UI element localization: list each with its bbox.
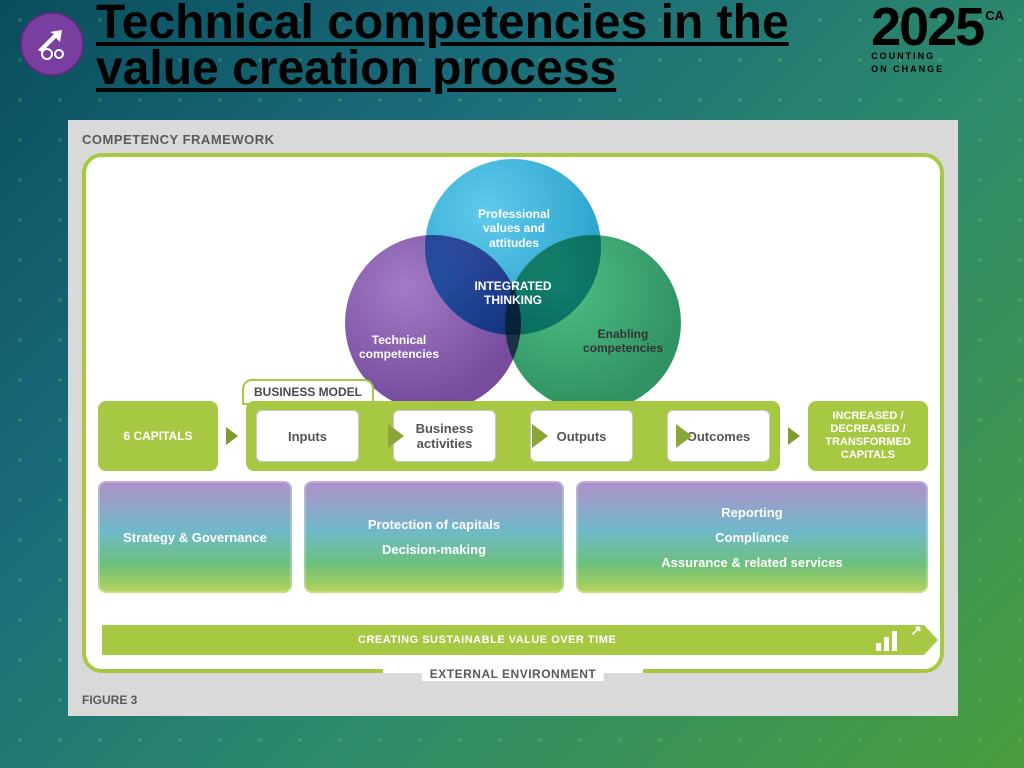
arrow-gears-icon [32, 24, 72, 64]
figure-label: FIGURE 3 [82, 693, 944, 707]
venn-label-enabling: Enabling competencies [573, 327, 673, 356]
venn-label-technical: Technical competencies [349, 333, 449, 362]
transformed-capitals-badge: INCREASED / DECREASED / TRANSFORMED CAPI… [808, 401, 928, 471]
venn-circle-enabling [505, 235, 681, 411]
logo-tag-2: ON CHANGE [871, 64, 1004, 75]
box-line: Strategy & Governance [123, 530, 267, 545]
value-arrow-bar: CREATING SUSTAINABLE VALUE OVER TIME ↗ [102, 625, 924, 655]
box-protection-decision: Protection of capitals Decision-making [304, 481, 564, 593]
arrow-right-icon [388, 424, 404, 448]
bm-box-inputs: Inputs [256, 410, 359, 462]
box-line: Assurance & related services [661, 555, 842, 570]
framework-panel: COMPETENCY FRAMEWORK Professional values… [68, 120, 958, 716]
business-model-track: Inputs Business activities Outputs Outco… [246, 401, 780, 471]
value-bar-text: CREATING SUSTAINABLE VALUE OVER TIME [102, 634, 872, 646]
external-environment-label: EXTERNAL ENVIRONMENT [422, 667, 604, 681]
header: Technical competencies in the value crea… [0, 0, 1024, 100]
bm-box-activities: Business activities [393, 410, 496, 462]
box-line: Protection of capitals [368, 517, 500, 532]
logo-year: 2025 [871, 6, 983, 49]
venn-center-label: INTEGRATED THINKING [463, 279, 563, 307]
page-title: Technical competencies in the value crea… [96, 0, 871, 91]
arrow-right-icon [676, 424, 692, 448]
header-badge-icon [20, 12, 84, 76]
lower-row: Strategy & Governance Protection of capi… [98, 481, 928, 593]
arrow-right-icon [532, 424, 548, 448]
box-line: Compliance [715, 530, 789, 545]
arrow-right-icon [788, 427, 800, 445]
logo-ca2025: 2025 CA COUNTING ON CHANGE [871, 6, 1004, 75]
growth-arrow-icon: ↗ [910, 622, 922, 639]
panel-title: COMPETENCY FRAMEWORK [82, 132, 944, 147]
venn-label-values: Professional values and attitudes [459, 207, 569, 250]
venn-diagram: Professional values and attitudes Techni… [333, 159, 693, 373]
box-line: Reporting [721, 505, 782, 520]
box-strategy-governance: Strategy & Governance [98, 481, 292, 593]
growth-chart-icon [872, 625, 906, 655]
box-line: Decision-making [382, 542, 486, 557]
business-model-row: 6 CAPITALS Inputs Business activities Ou… [98, 401, 928, 471]
logo-ca: CA [985, 8, 1004, 23]
six-capitals-badge: 6 CAPITALS [98, 401, 218, 471]
arrow-right-icon [226, 427, 238, 445]
framework-frame: Professional values and attitudes Techni… [82, 153, 944, 673]
box-reporting-compliance-assurance: Reporting Compliance Assurance & related… [576, 481, 928, 593]
